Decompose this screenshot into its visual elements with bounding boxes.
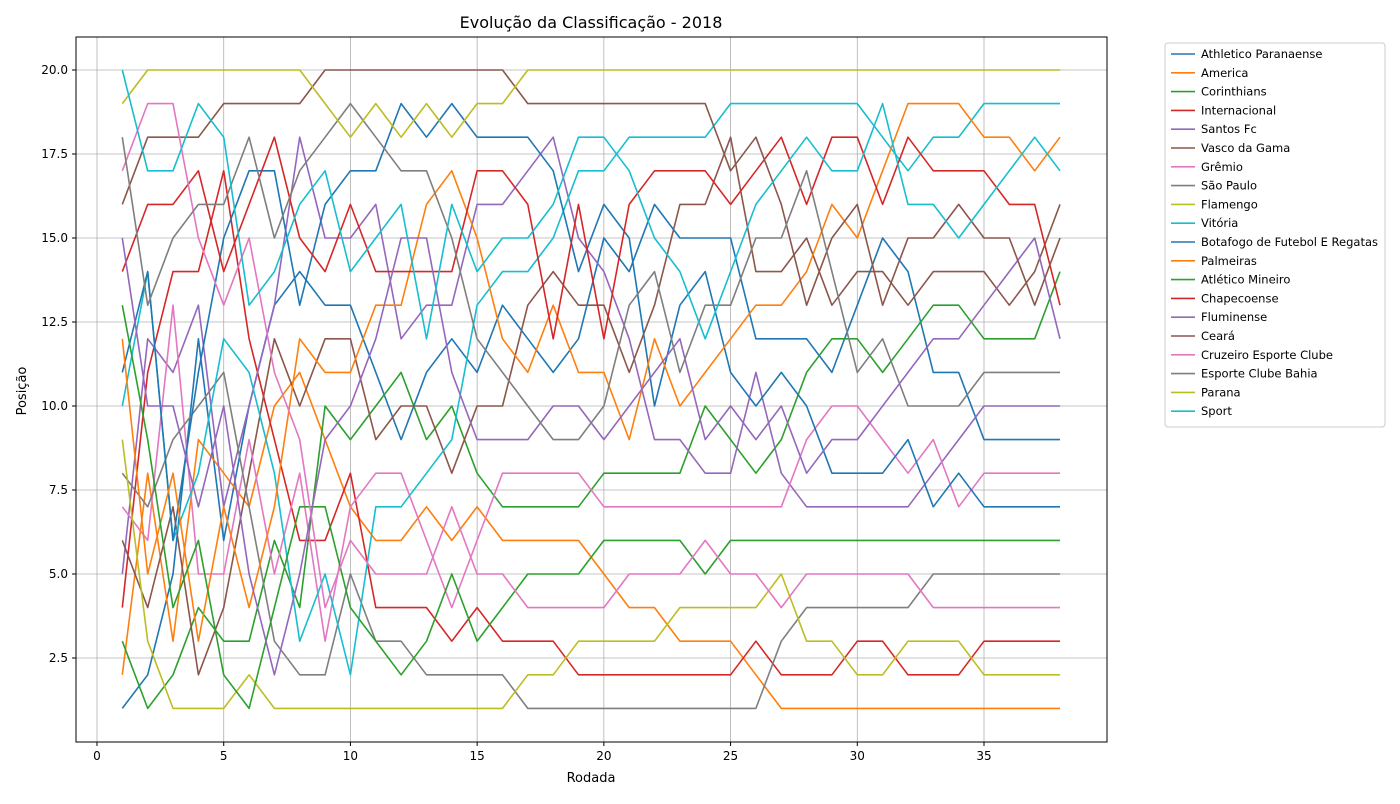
x-tick-label: 35 bbox=[976, 749, 991, 763]
legend-entry: Parana bbox=[1201, 385, 1241, 399]
x-tick-label: 10 bbox=[343, 749, 358, 763]
legend-entry: Athletico Paranaense bbox=[1201, 47, 1322, 61]
x-tick-label: 30 bbox=[850, 749, 865, 763]
legend-entry: America bbox=[1201, 66, 1248, 80]
y-axis-label: Posição bbox=[15, 367, 30, 416]
y-tick-label: 10.0 bbox=[41, 399, 68, 413]
y-tick-label: 12.5 bbox=[41, 315, 68, 329]
legend-entry: Flamengo bbox=[1201, 197, 1258, 211]
legend-entry: Grêmio bbox=[1201, 160, 1243, 174]
series-line bbox=[121, 102, 1060, 542]
series-line bbox=[121, 69, 1061, 307]
legend-entry: Esporte Clube Bahia bbox=[1201, 367, 1318, 381]
plot-area-frame bbox=[75, 36, 1108, 743]
series-line bbox=[121, 304, 1060, 643]
legend-entry: Corinthians bbox=[1201, 85, 1267, 99]
series-line bbox=[121, 102, 1060, 441]
series-line bbox=[121, 305, 1060, 710]
legend-entry: Chapecoense bbox=[1201, 291, 1279, 305]
x-tick-label: 25 bbox=[723, 749, 738, 763]
legend-entry: Ceará bbox=[1201, 329, 1235, 343]
legend-entry: Vasco da Gama bbox=[1201, 141, 1290, 155]
x-tick-label: 20 bbox=[596, 749, 611, 763]
y-tick-label: 2.5 bbox=[49, 651, 68, 665]
legend-entry: Cruzeiro Esporte Clube bbox=[1201, 348, 1333, 362]
y-tick-label: 7.5 bbox=[49, 483, 68, 497]
y-tick-label: 15.0 bbox=[41, 231, 68, 245]
series-line bbox=[121, 136, 1060, 575]
series-line bbox=[121, 102, 1060, 609]
legend-entry: Fluminense bbox=[1201, 310, 1267, 324]
legend-entry: Botafogo de Futebol E Regatas bbox=[1201, 235, 1378, 249]
y-tick-label: 5.0 bbox=[49, 567, 68, 581]
series-line bbox=[121, 136, 1061, 676]
x-tick-label: 15 bbox=[470, 749, 485, 763]
x-tick-label: 0 bbox=[93, 749, 101, 763]
legend-box bbox=[1164, 42, 1386, 428]
legend-entry: Palmeiras bbox=[1201, 254, 1257, 268]
series-line bbox=[121, 170, 1060, 676]
series-line bbox=[121, 371, 1060, 710]
x-axis-label: Rodada bbox=[567, 771, 616, 786]
x-tick-label: 5 bbox=[220, 749, 228, 763]
y-axis-ticks: 2.5 5.0 7.5 10.0 12.5 15.0 17.5 20.0 bbox=[41, 63, 76, 665]
legend: Athletico Paranaense America Corinthians In… bbox=[1164, 42, 1386, 428]
series-line bbox=[121, 237, 1061, 676]
grid bbox=[76, 37, 1107, 742]
y-tick-label: 17.5 bbox=[41, 147, 68, 161]
series-line bbox=[121, 203, 1060, 709]
legend-entry: Atlético Mineiro bbox=[1201, 273, 1290, 287]
legend-entry: São Paulo bbox=[1201, 179, 1257, 193]
series-line bbox=[121, 102, 1060, 676]
series-line bbox=[121, 136, 1061, 340]
series-line bbox=[121, 439, 1060, 710]
y-tick-label: 20.0 bbox=[41, 63, 68, 77]
legend-entry: Vitória bbox=[1201, 216, 1238, 230]
series-line bbox=[121, 69, 1060, 138]
legend-entry: Santos Fc bbox=[1201, 122, 1257, 136]
legend-entry: Internacional bbox=[1201, 103, 1276, 117]
x-axis-ticks: 0 5 10 15 20 25 30 35 bbox=[93, 742, 992, 763]
legend-entry: Sport bbox=[1201, 404, 1232, 418]
chart-title: Evolução da Classificação - 2018 bbox=[460, 13, 723, 32]
series-line bbox=[121, 69, 1061, 340]
series-lines bbox=[121, 69, 1061, 710]
series-line bbox=[121, 102, 1061, 643]
